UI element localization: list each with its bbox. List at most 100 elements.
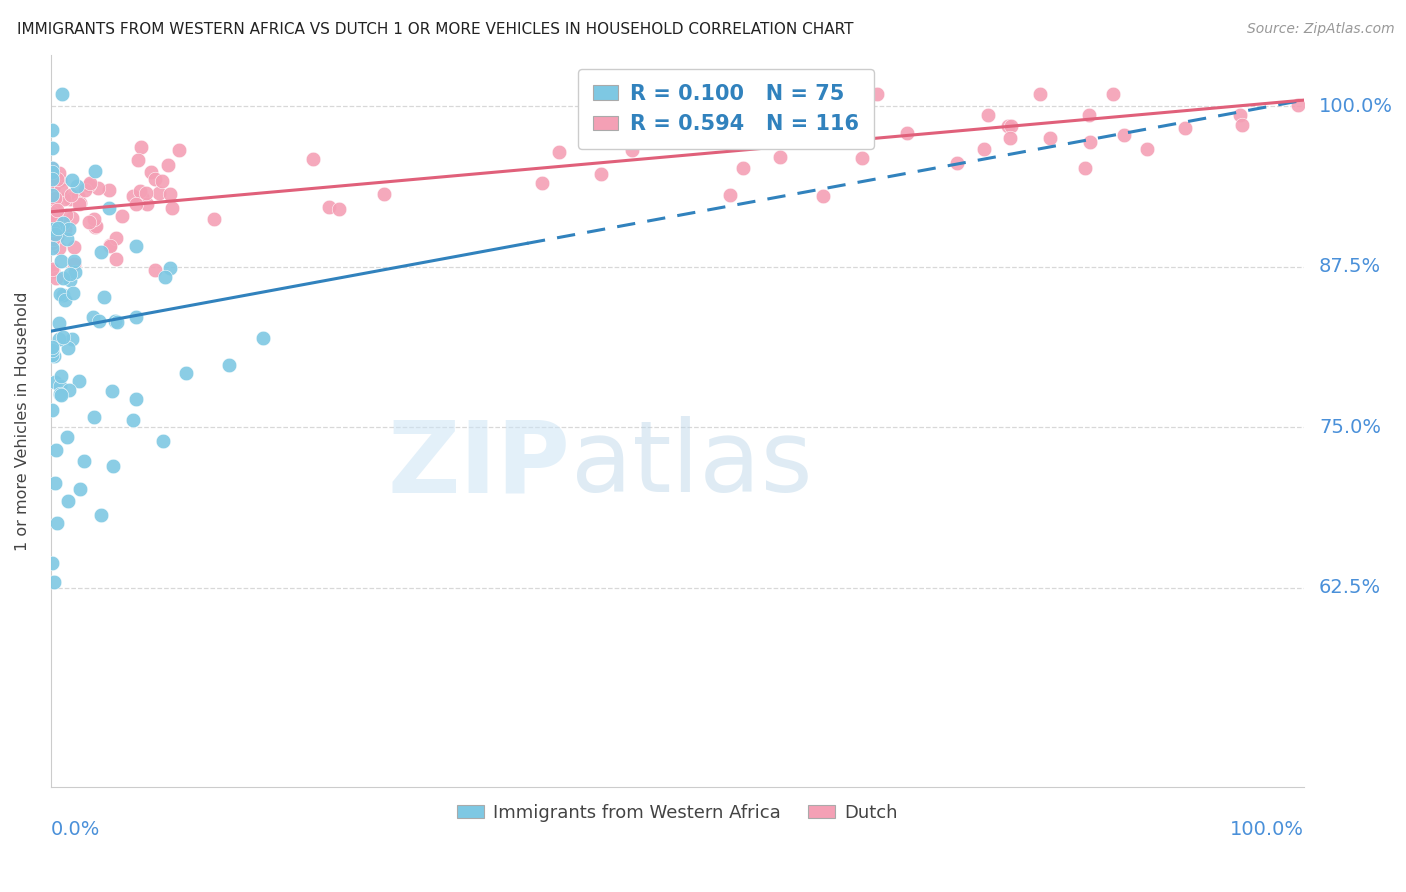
Point: [141, 164, 163, 178]
Point: [103, 458, 125, 473]
Point: [169, 144, 191, 158]
Point: [125, 310, 148, 325]
Point: [82, 310, 104, 324]
Point: [51, 87, 73, 101]
Point: [129, 140, 152, 154]
Point: [328, 202, 350, 216]
Point: [41, 161, 63, 176]
Point: [591, 168, 613, 182]
Point: [55, 430, 77, 444]
Point: [52, 192, 75, 206]
Point: [46, 202, 69, 217]
Point: [42, 194, 65, 209]
Point: [124, 392, 146, 406]
Point: [1029, 87, 1052, 101]
Point: [52, 270, 75, 285]
Legend: Immigrants from Western Africa, Dutch: Immigrants from Western Africa, Dutch: [450, 797, 905, 830]
Point: [41, 340, 63, 354]
Point: [60, 211, 83, 226]
Point: [631, 134, 654, 148]
Point: [90, 245, 112, 260]
Point: [49, 379, 72, 393]
Text: ZIP: ZIP: [388, 417, 571, 514]
Point: [42, 221, 65, 235]
Point: [60, 332, 83, 346]
Point: [41, 188, 63, 202]
Point: [45, 217, 67, 231]
Point: [973, 142, 995, 156]
Point: [63, 257, 86, 271]
Point: [41, 348, 63, 362]
Point: [84, 164, 107, 178]
Point: [122, 189, 145, 203]
Point: [41, 161, 63, 175]
Point: [813, 189, 835, 203]
Point: [41, 172, 63, 186]
Point: [104, 252, 127, 266]
Point: [69, 195, 91, 210]
Point: [48, 241, 70, 255]
Point: [718, 187, 741, 202]
Point: [45, 271, 67, 285]
Point: [87, 314, 110, 328]
Text: 0.0%: 0.0%: [51, 820, 100, 838]
Point: [42, 575, 65, 590]
Point: [55, 208, 77, 222]
Point: [1114, 128, 1136, 143]
Point: [83, 211, 105, 226]
Point: [218, 359, 240, 373]
Point: [41, 212, 63, 227]
Point: [675, 120, 697, 134]
Point: [60, 173, 83, 187]
Point: [53, 221, 76, 235]
Point: [44, 375, 66, 389]
Point: [44, 196, 66, 211]
Point: [52, 288, 75, 302]
Point: [41, 220, 63, 235]
Text: IMMIGRANTS FROM WESTERN AFRICA VS DUTCH 1 OR MORE VEHICLES IN HOUSEHOLD CORRELAT: IMMIGRANTS FROM WESTERN AFRICA VS DUTCH …: [17, 22, 853, 37]
Point: [42, 349, 65, 363]
Point: [98, 237, 121, 252]
Point: [301, 152, 323, 166]
Point: [135, 186, 157, 201]
Point: [152, 434, 174, 449]
Point: [1229, 108, 1251, 122]
Point: [45, 204, 67, 219]
Point: [41, 342, 63, 356]
Point: [58, 494, 80, 508]
Point: [768, 87, 790, 101]
Point: [1000, 131, 1022, 145]
Point: [41, 556, 63, 570]
Point: [86, 219, 108, 233]
Point: [41, 188, 63, 202]
Text: 75.0%: 75.0%: [1319, 418, 1381, 437]
Point: [87, 180, 110, 194]
Point: [41, 235, 63, 250]
Point: [41, 164, 63, 178]
Point: [135, 197, 157, 211]
Point: [52, 329, 75, 343]
Point: [52, 215, 75, 229]
Point: [60, 187, 83, 202]
Point: [48, 332, 70, 346]
Point: [98, 239, 121, 253]
Point: [83, 220, 105, 235]
Point: [41, 140, 63, 154]
Point: [129, 184, 152, 198]
Point: [58, 383, 80, 397]
Point: [49, 253, 72, 268]
Point: [1230, 118, 1253, 132]
Point: [66, 179, 89, 194]
Text: atlas: atlas: [571, 417, 813, 514]
Point: [1074, 161, 1097, 175]
Point: [41, 264, 63, 278]
Point: [63, 254, 86, 268]
Point: [531, 176, 554, 190]
Point: [799, 133, 821, 147]
Point: [73, 454, 96, 468]
Point: [548, 145, 571, 159]
Point: [148, 186, 170, 200]
Point: [997, 119, 1019, 133]
Point: [156, 158, 179, 172]
Point: [77, 214, 100, 228]
